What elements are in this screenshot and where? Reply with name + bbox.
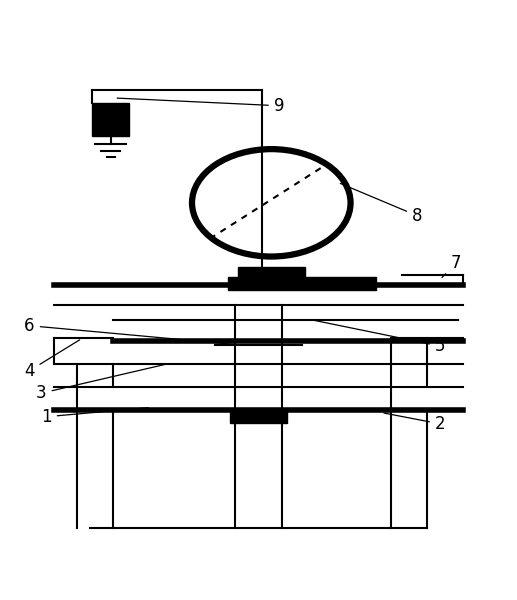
Text: 1: 1 [41,407,148,426]
Text: 2: 2 [384,413,446,433]
Bar [228,277,376,290]
Text: 5: 5 [312,320,446,355]
Text: 6: 6 [24,317,235,344]
Text: 7: 7 [442,254,461,278]
Text: 8: 8 [340,184,422,225]
Text: 3: 3 [36,364,169,402]
Text: 9: 9 [117,97,284,115]
Bar [238,267,305,287]
Bar [92,103,129,136]
Bar [231,410,286,423]
Text: 4: 4 [24,340,80,380]
